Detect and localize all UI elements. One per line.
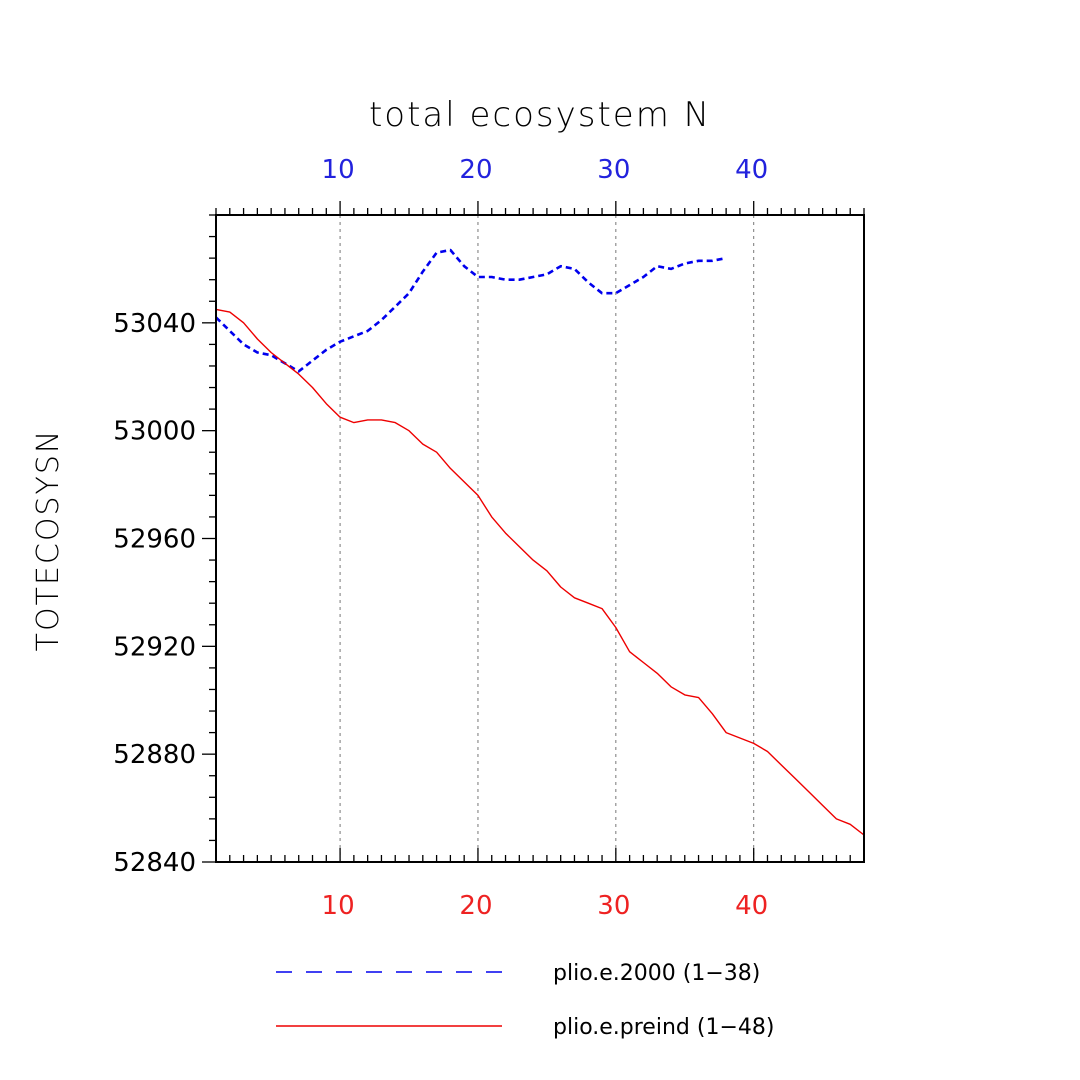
x-tick-label-top-40: 40 xyxy=(735,155,768,185)
y-tick-label-53000: 53000 xyxy=(113,417,196,447)
series-line-1 xyxy=(215,308,865,836)
y-tick-label-52960: 52960 xyxy=(113,525,196,555)
x-tick-label-bottom-10: 10 xyxy=(322,891,355,921)
grid-lines xyxy=(339,215,755,862)
y-axis-label: TOTECOSYSN xyxy=(31,429,66,652)
x-tick-label-bottom-40: 40 xyxy=(735,891,768,921)
axes: 52840 52880 52920 52960 53000 53040 10 10 20 20 30… xyxy=(113,155,865,921)
legend-label-plio-e-preind: plio.e.preind (1−48) xyxy=(553,1015,774,1040)
y-tick-label-52840: 52840 xyxy=(113,848,196,878)
x-tick-label-top-20: 20 xyxy=(459,155,492,185)
legend-label-plio-e-2000: plio.e.2000 (1−38) xyxy=(553,961,760,986)
plot-frame xyxy=(215,214,865,863)
x-tick-label-top-30: 30 xyxy=(597,155,630,185)
y-tick-label-52880: 52880 xyxy=(113,740,196,770)
x-tick-label-top-10: 10 xyxy=(322,155,355,185)
legend: plio.e.2000 (1−38) plio.e.preind (1−48) xyxy=(276,961,774,1040)
series-line-0 xyxy=(215,248,727,373)
x-tick-label-bottom-20: 20 xyxy=(459,891,492,921)
x-tick-label-bottom-30: 30 xyxy=(597,891,630,921)
y-tick-label-53040: 53040 xyxy=(113,309,196,339)
y-tick-label-52920: 52920 xyxy=(113,632,196,662)
chart-title: total ecosystem N xyxy=(369,95,711,135)
series-lines xyxy=(215,248,865,836)
